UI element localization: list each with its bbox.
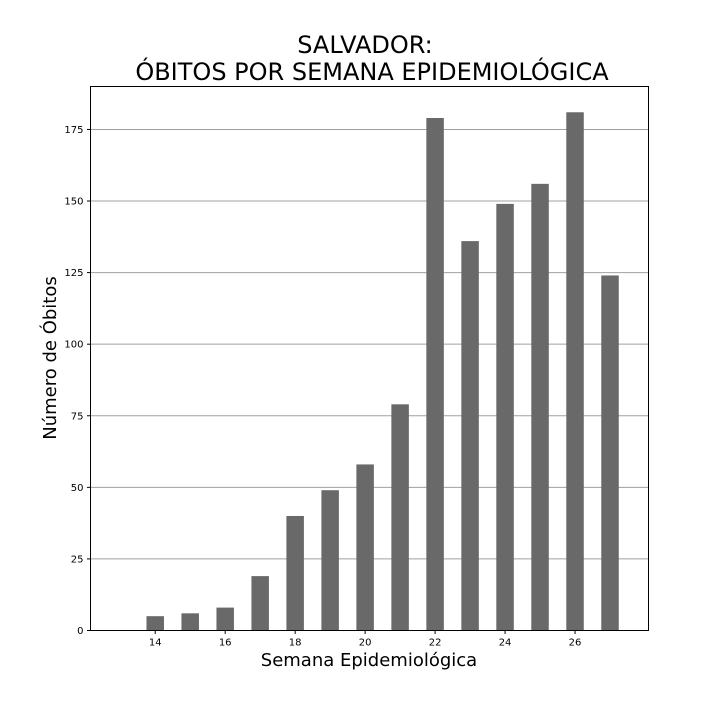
bar-week-14 <box>146 616 164 631</box>
bar-week-27 <box>601 275 619 631</box>
y-tick-label: 150 <box>64 197 83 208</box>
bar-week-18 <box>286 515 304 631</box>
x-tick-label: 16 <box>219 638 232 649</box>
x-tick-label: 22 <box>429 638 442 649</box>
bars <box>146 112 619 631</box>
x-tick-label: 18 <box>289 638 302 649</box>
y-tick-label: 50 <box>71 483 84 494</box>
bar-week-22 <box>426 117 444 631</box>
x-tick-label: 26 <box>569 638 582 649</box>
bar-week-20 <box>356 464 374 631</box>
plot-frame <box>90 86 649 631</box>
x-tick-label: 24 <box>499 638 512 649</box>
x-tick-label: 14 <box>149 638 162 649</box>
y-tick-label: 0 <box>77 626 83 637</box>
y-tick-label: 100 <box>64 340 83 351</box>
bar-week-17 <box>251 576 269 631</box>
x-axis-label: Semana Epidemiológica <box>261 650 477 671</box>
bar-week-25 <box>531 183 549 631</box>
bar-week-19 <box>321 490 339 631</box>
chart-title-line-1: SALVADOR: <box>297 31 433 59</box>
bar-week-23 <box>461 241 479 631</box>
y-axis-ticks: 0 25 50 75 100 125 150 175 <box>64 125 91 637</box>
grid-lines <box>90 128 649 560</box>
bar-week-26 <box>566 112 584 631</box>
y-tick-label: 75 <box>71 411 84 422</box>
chart-title-line-2: ÓBITOS POR SEMANA EPIDEMIOLÓGICA <box>135 56 609 86</box>
x-axis-ticks: 14 16 18 20 22 24 26 <box>149 630 582 649</box>
bar-week-24 <box>496 203 514 631</box>
bar-week-15 <box>181 613 199 631</box>
x-tick-label: 20 <box>359 638 372 649</box>
bar-week-16 <box>216 607 234 631</box>
y-tick-label: 25 <box>71 554 84 565</box>
y-tick-label: 175 <box>64 125 83 136</box>
bar-week-21 <box>391 404 409 631</box>
y-tick-label: 125 <box>64 268 83 279</box>
y-axis-label: Número de Óbitos <box>39 276 61 440</box>
